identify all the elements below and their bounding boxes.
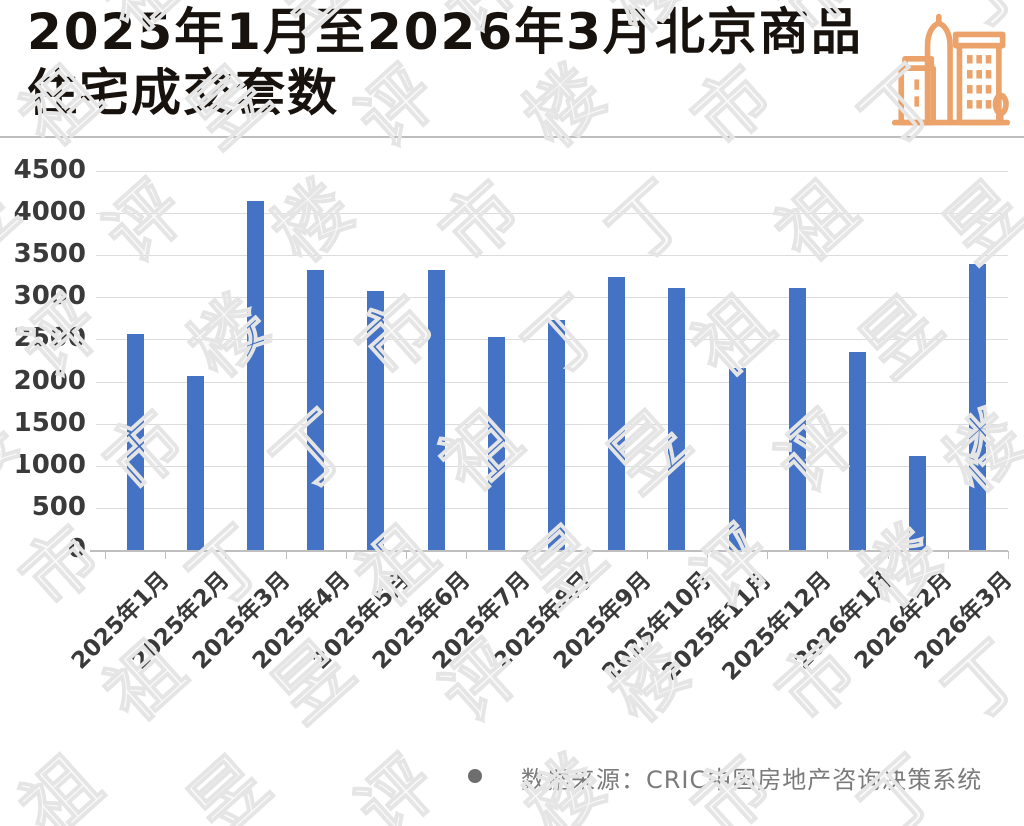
bar xyxy=(427,270,445,550)
x-axis-tick-mark xyxy=(947,551,949,559)
tree-icon xyxy=(992,92,1009,126)
bar xyxy=(548,320,565,550)
x-axis-tick-mark xyxy=(406,551,407,559)
gridline xyxy=(96,213,1008,215)
x-axis-tick-mark xyxy=(225,551,227,559)
bar xyxy=(367,291,385,550)
bar xyxy=(307,270,325,550)
gridline xyxy=(96,297,1008,299)
gridline xyxy=(96,171,1008,172)
page-title: 2025年1月至2026年3月北京商品住宅成交套数 xyxy=(27,3,863,122)
x-axis-tick-mark xyxy=(526,551,528,559)
y-axis-tick-label: 1000 xyxy=(13,449,86,480)
x-axis-tick-mark xyxy=(1008,551,1009,559)
window-grid-icon xyxy=(966,55,992,109)
x-axis-tick-mark xyxy=(827,551,829,559)
x-axis-tick-mark xyxy=(887,551,889,559)
x-axis-tick-mark xyxy=(285,551,287,559)
y-axis-tick-label: 3500 xyxy=(13,239,86,270)
bar xyxy=(126,334,144,550)
x-axis-tick-mark xyxy=(646,551,648,559)
bar xyxy=(608,277,626,550)
y-axis-tick-label: 4500 xyxy=(13,155,86,185)
x-axis-line xyxy=(90,550,1008,552)
y-axis-tick-label: 0 xyxy=(67,534,86,564)
y-axis-tick-label: 2000 xyxy=(13,365,86,396)
x-axis-tick-mark xyxy=(165,551,167,559)
x-axis-tick-mark xyxy=(466,551,468,559)
y-axis-tick-label: 3000 xyxy=(13,281,86,312)
x-axis-tick-mark xyxy=(345,551,347,559)
y-axis-tick-label: 1500 xyxy=(13,407,86,438)
header-divider xyxy=(0,136,1024,138)
bar xyxy=(969,264,987,550)
x-axis-tick-mark xyxy=(105,551,106,559)
bar xyxy=(487,337,505,550)
bar xyxy=(728,368,746,550)
x-axis-tick-mark xyxy=(586,551,588,559)
bar xyxy=(788,288,806,550)
x-axis-tick-mark xyxy=(767,551,769,559)
city-buildings-icon xyxy=(891,13,1011,126)
y-axis-tick-label: 500 xyxy=(31,491,86,522)
gridline xyxy=(96,255,1008,257)
bar xyxy=(909,456,927,550)
x-axis-tick-mark xyxy=(707,551,708,559)
y-axis-tick-label: 2500 xyxy=(13,323,86,354)
bar xyxy=(668,288,686,550)
y-axis-tick-label: 4000 xyxy=(13,197,86,228)
bar xyxy=(849,352,866,550)
bar xyxy=(186,376,204,550)
bar xyxy=(247,201,264,550)
